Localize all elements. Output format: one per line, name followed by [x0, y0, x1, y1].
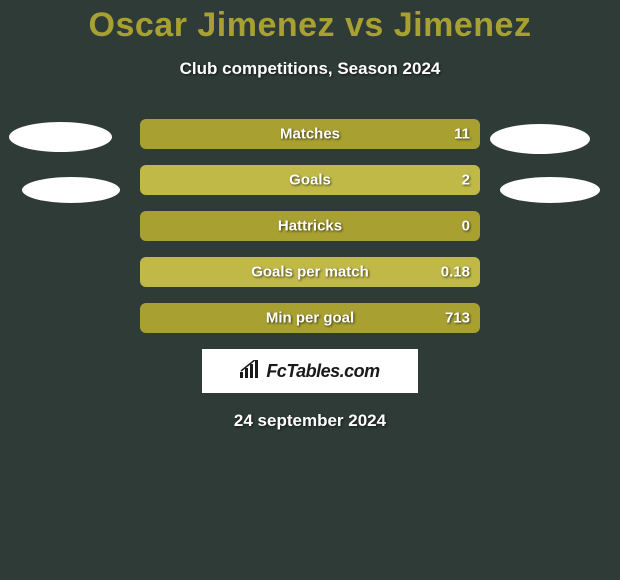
stat-label: Goals [289, 172, 331, 189]
stat-row: Min per goal 713 [140, 303, 480, 333]
stat-label: Min per goal [266, 310, 354, 327]
logo-box: FcTables.com [202, 349, 418, 393]
stat-value: 11 [454, 126, 470, 143]
decorative-ellipse [22, 177, 120, 203]
stat-row: Goals per match 0.18 [140, 257, 480, 287]
decorative-ellipse [490, 124, 590, 154]
logo-chart-icon [240, 360, 262, 383]
stat-value: 0 [462, 218, 470, 235]
stat-rows: Matches 11 Goals 2 Hattricks 0 Goals per match… [140, 119, 480, 333]
stat-row: Matches 11 [140, 119, 480, 149]
stat-label: Matches [280, 126, 340, 143]
stat-label: Hattricks [278, 218, 342, 235]
stat-label: Goals per match [251, 264, 369, 281]
stat-value: 713 [445, 310, 470, 327]
decorative-ellipse [9, 122, 112, 152]
generation-date: 24 september 2024 [0, 411, 620, 431]
decorative-ellipse [500, 177, 600, 203]
stat-row: Hattricks 0 [140, 211, 480, 241]
stat-value: 2 [462, 172, 470, 189]
logo-text: FcTables.com [266, 361, 379, 382]
stat-value: 0.18 [441, 264, 470, 281]
comparison-title: Oscar Jimenez vs Jimenez [0, 0, 620, 45]
comparison-subtitle: Club competitions, Season 2024 [0, 59, 620, 79]
stat-row: Goals 2 [140, 165, 480, 195]
